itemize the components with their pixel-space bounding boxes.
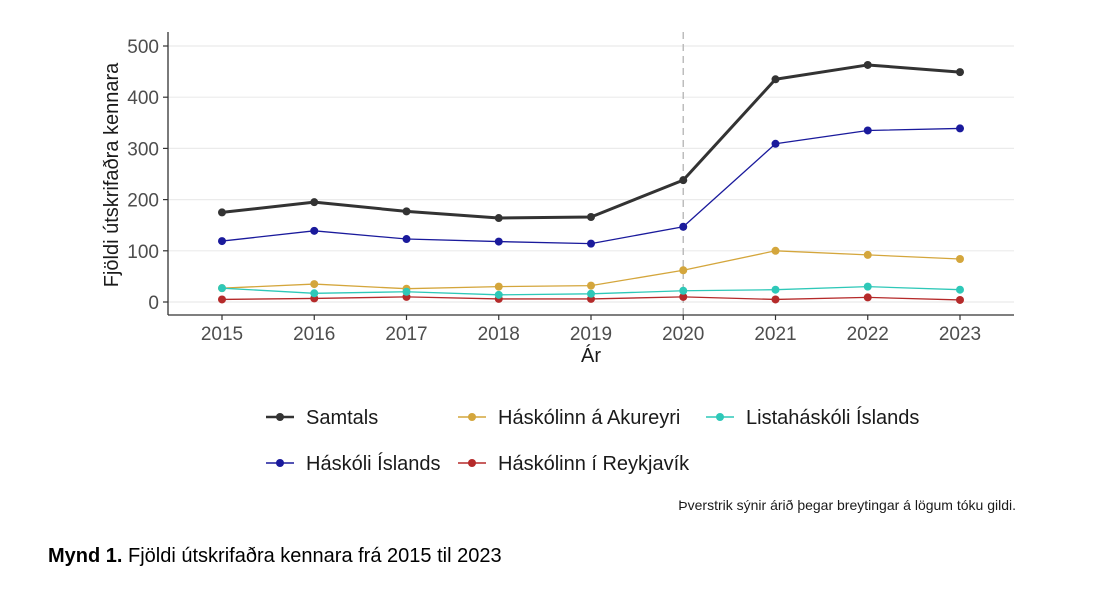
data-point [310,226,319,235]
legend-label: Háskólinn á Akureyri [498,407,680,429]
grid-lines [168,45,1014,303]
axes [167,32,1014,316]
data-point [863,126,872,135]
data-point [587,213,595,222]
data-point [679,176,688,185]
data-point [310,280,319,289]
series-line [221,127,961,245]
legend-label: Listaháskóli Íslands [746,406,919,429]
legend: Samtals Háskólinn á Akureyri Listaháskóli … [266,406,919,475]
y-tick-label: 200 [127,191,159,212]
data-point [956,68,964,77]
data-point [956,254,964,263]
data-point [587,289,595,298]
x-axis-title: Ár [581,344,601,367]
data-point [679,292,688,301]
legend-swatch-point [468,413,476,421]
x-tick-labels: 2015 2016 2017 2018 2019 2020 2021 2022 2023 [201,315,981,345]
data-point [218,284,226,293]
x-tick-label: 2015 [201,324,243,345]
y-tick-label: 0 [148,293,159,314]
data-point [956,295,964,304]
data-point [771,295,780,304]
data-point [679,222,688,231]
figure-caption: Mynd 1. Fjöldi útskrifaðra kennara frá 2… [48,545,502,568]
footnote: Þverstrik sýnir árið þegar breytingar á … [678,497,1016,513]
legend-item: Háskóli Íslands [266,452,441,475]
data-point [956,285,964,294]
data-point [863,282,872,291]
x-tick-label: 2016 [293,324,335,345]
data-point [863,293,872,302]
x-tick-label: 2019 [570,324,612,345]
y-tick-label: 100 [127,242,159,263]
series-háskóli-íslands [218,124,964,248]
data-point [494,214,503,223]
data-point [310,198,319,207]
data-point [771,285,780,294]
data-point [218,208,226,217]
legend-swatch-point [276,459,284,467]
data-point [218,237,226,246]
legend-swatch-point [276,413,284,421]
series-listaháskóli-íslands [218,282,964,299]
legend-swatch-point [716,413,724,421]
legend-label: Háskólinn í Reykjavík [498,453,690,475]
x-tick-label: 2017 [385,324,427,345]
legend-item: Listaháskóli Íslands [706,406,919,429]
data-point [494,237,503,246]
legend-label: Háskóli Íslands [306,452,441,475]
caption-label: Mynd 1. [48,545,123,567]
legend-item: Háskólinn í Reykjavík [458,453,690,475]
legend-label: Samtals [306,407,378,429]
legend-swatch-point [468,459,476,467]
x-tick-label: 2020 [662,324,704,345]
x-tick-label: 2018 [478,324,520,345]
caption-text: Fjöldi útskrifaðra kennara frá 2015 til … [128,545,502,567]
y-tick-label: 300 [127,139,159,160]
data-point [494,290,503,299]
data-point [494,282,503,291]
data-point [771,246,780,255]
data-point [587,239,595,248]
y-tick-label: 400 [127,88,159,109]
data-point [956,124,964,133]
series-group [218,60,964,304]
data-point [218,295,226,304]
x-tick-label: 2022 [847,324,889,345]
data-point [587,281,595,290]
series-line [221,63,961,220]
legend-item: Samtals [266,407,378,429]
data-point [863,60,872,69]
legend-item: Háskólinn á Akureyri [458,407,680,429]
data-point [679,266,688,275]
data-point [402,235,411,244]
data-point [771,75,780,84]
data-point [863,250,872,259]
data-point [310,289,319,298]
x-tick-label: 2021 [754,324,796,345]
y-axis-title: Fjöldi útskrifaðra kennara [101,62,123,287]
data-point [402,207,411,216]
y-tick-labels: 0 100 200 300 400 500 [127,37,168,314]
data-point [771,139,780,148]
series-samtals [218,60,964,223]
data-point [402,287,411,296]
data-point [679,286,688,295]
series-háskólinn-á-akureyri [218,246,964,293]
y-tick-label: 500 [127,37,159,58]
x-tick-label: 2023 [939,324,981,345]
